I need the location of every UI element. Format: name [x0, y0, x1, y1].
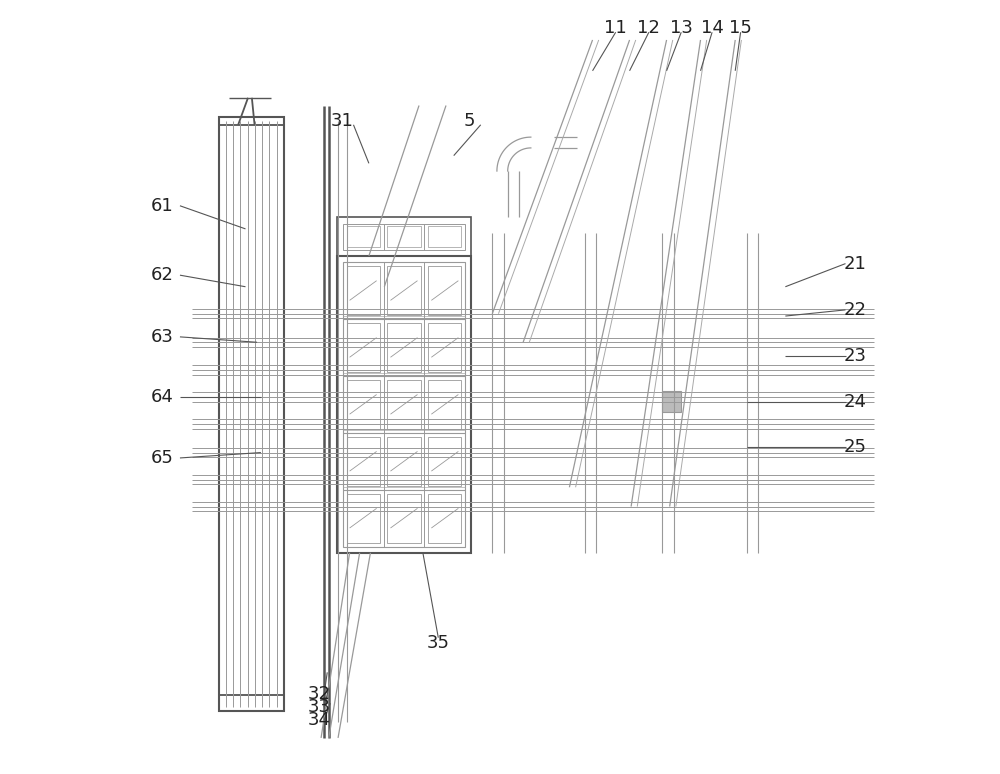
Text: 23: 23	[843, 348, 866, 365]
Text: 32: 32	[307, 685, 330, 703]
Text: 63: 63	[151, 328, 174, 346]
Bar	[387, 323, 421, 372]
Text: 35: 35	[427, 634, 450, 652]
Bar	[387, 494, 421, 543]
Bar	[428, 323, 461, 372]
Bar	[347, 437, 380, 486]
Text: 65: 65	[151, 449, 174, 467]
Bar	[662, 391, 681, 413]
Text: 24: 24	[843, 392, 866, 411]
Bar	[337, 217, 471, 256]
Bar	[337, 256, 471, 553]
Bar	[347, 380, 380, 429]
Text: 11: 11	[604, 19, 627, 37]
Text: 22: 22	[843, 301, 866, 319]
Bar	[387, 380, 421, 429]
Text: 14: 14	[701, 19, 724, 37]
Bar	[347, 323, 380, 372]
Text: 21: 21	[843, 255, 866, 272]
Bar	[347, 494, 380, 543]
Bar	[347, 266, 380, 315]
Bar	[428, 266, 461, 315]
Text: 25: 25	[843, 438, 866, 456]
Text: 15: 15	[729, 19, 752, 37]
Bar	[387, 226, 421, 248]
Text: 5: 5	[463, 112, 475, 130]
Text: 64: 64	[151, 388, 174, 406]
Bar	[219, 117, 284, 711]
Bar	[387, 266, 421, 315]
Text: 61: 61	[151, 197, 174, 214]
Bar	[428, 437, 461, 486]
Text: 13: 13	[670, 19, 693, 37]
Text: 34: 34	[307, 711, 330, 729]
Bar	[387, 437, 421, 486]
Text: 31: 31	[330, 112, 353, 130]
Bar	[428, 380, 461, 429]
Text: 62: 62	[151, 266, 174, 284]
Bar	[347, 226, 380, 248]
Bar	[428, 226, 461, 248]
Text: 33: 33	[307, 698, 330, 716]
Bar	[428, 494, 461, 543]
Bar	[343, 224, 465, 250]
Text: 12: 12	[637, 19, 660, 37]
Bar	[343, 262, 465, 546]
